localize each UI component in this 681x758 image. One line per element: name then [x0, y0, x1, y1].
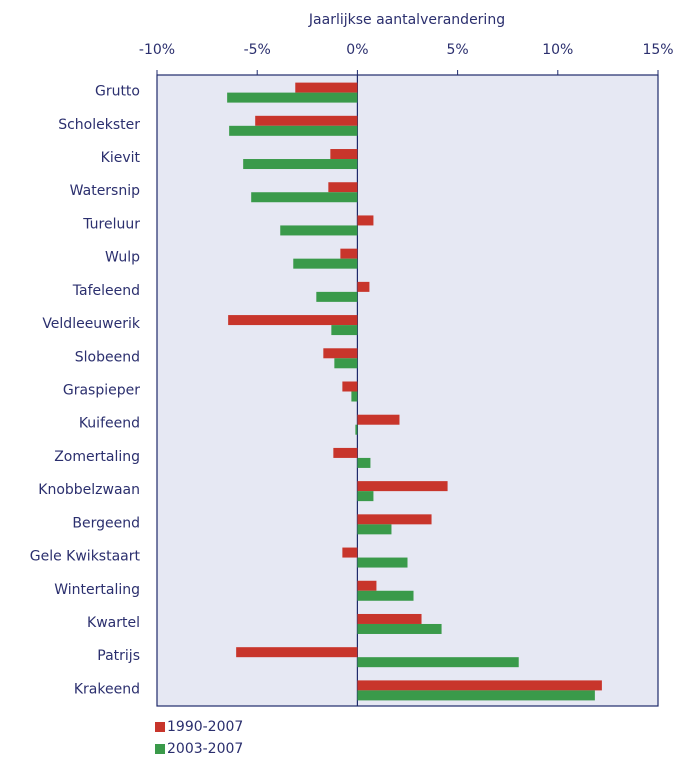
y-tick-label: Wulp: [105, 250, 140, 266]
bar: [357, 514, 432, 525]
legend-swatch: [155, 744, 165, 754]
x-tick-label: 15%: [642, 42, 673, 58]
legend-label: 1990-2007: [167, 719, 243, 735]
bar: [357, 690, 595, 701]
bar: [334, 358, 358, 369]
bar: [357, 414, 400, 425]
bar: [333, 447, 358, 458]
bar: [228, 315, 358, 326]
y-tick-label: Knobbelzwaan: [38, 482, 140, 498]
x-tick-label: 0%: [346, 42, 368, 58]
bar: [342, 547, 358, 558]
axis-title: Jaarlijkse aantalverandering: [308, 12, 505, 28]
y-tick-label: Graspieper: [63, 383, 140, 399]
bar: [357, 590, 414, 601]
bar: [236, 647, 358, 658]
y-tick-label: Wintertaling: [54, 582, 140, 598]
bar: [280, 225, 358, 236]
bar: [357, 613, 422, 624]
bar: [357, 557, 408, 568]
bar: [357, 657, 519, 668]
y-tick-label: Veldleeuwerik: [42, 316, 141, 332]
y-tick-label: Watersnip: [70, 183, 140, 199]
plot-area: [156, 74, 659, 707]
y-tick-label: Grutto: [95, 84, 140, 100]
bar: [357, 281, 370, 292]
bar: [251, 192, 358, 203]
x-tick-label: -10%: [139, 42, 175, 58]
bar: [316, 291, 358, 302]
y-tick-label: Tafeleend: [72, 283, 140, 299]
bar: [357, 524, 392, 535]
bar: [227, 92, 358, 103]
bar: [357, 491, 374, 502]
y-tick-label: Kievit: [101, 150, 141, 166]
y-tick-label: Kwartel: [87, 615, 140, 631]
bar: [243, 159, 358, 170]
x-tick-label: 10%: [542, 42, 573, 58]
bar: [357, 680, 602, 691]
bar: [323, 348, 358, 359]
y-tick-label: Gele Kwikstaart: [30, 549, 141, 565]
bar: [229, 125, 358, 136]
bar: [330, 149, 358, 160]
bar: [357, 457, 371, 468]
x-tick-label: -5%: [244, 42, 271, 58]
x-tick-label: 5%: [446, 42, 468, 58]
y-tick-label: Slobeend: [75, 349, 140, 365]
bar: [357, 623, 442, 634]
y-tick-label: Zomertaling: [54, 449, 140, 465]
y-tick-label: Krakeend: [74, 681, 140, 697]
bar: [295, 82, 358, 93]
y-tick-label: Patrijs: [97, 648, 140, 664]
bar: [342, 381, 358, 392]
y-tick-label: Kuifeend: [79, 416, 140, 432]
bar: [357, 481, 448, 492]
bar: [340, 248, 358, 259]
bar: [357, 580, 377, 591]
bar: [328, 182, 358, 193]
y-tick-label: Scholekster: [58, 117, 140, 133]
y-tick-label: Bergeend: [72, 515, 140, 531]
bar: [355, 424, 358, 435]
bar: [357, 215, 374, 226]
bar: [331, 325, 358, 336]
legend-swatch: [155, 722, 165, 732]
y-tick-label: Tureluur: [82, 216, 140, 232]
bar: [351, 391, 358, 402]
bar: [293, 258, 358, 269]
legend-label: 2003-2007: [167, 741, 243, 757]
bar: [255, 115, 358, 126]
